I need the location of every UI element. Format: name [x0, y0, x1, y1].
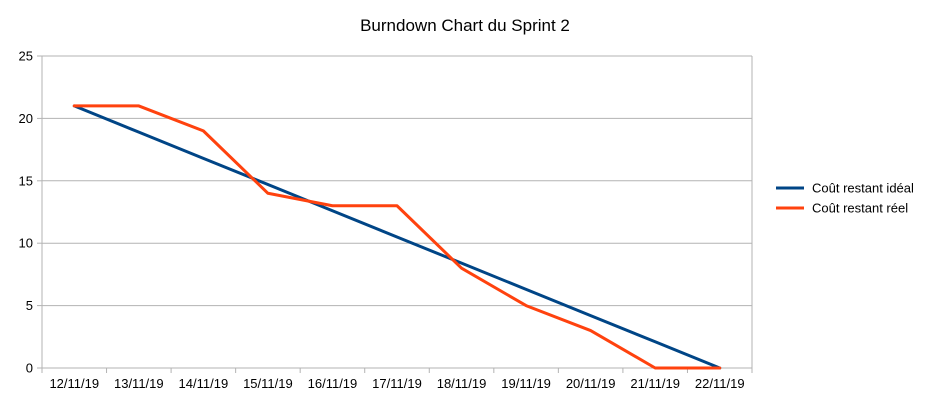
y-tick-label: 20: [19, 111, 33, 126]
x-tick-label: 14/11/19: [179, 376, 229, 391]
series-line-ideal: [72, 104, 722, 370]
legend-label: Coût restant réel: [812, 201, 908, 216]
x-tick-label: 20/11/19: [566, 376, 616, 391]
x-tick-label: 22/11/19: [695, 376, 745, 391]
legend: Coût restant idéal Coût restant réel: [776, 181, 914, 216]
x-tick-label: 17/11/19: [372, 376, 422, 391]
series-line-actual: [72, 104, 722, 370]
chart-title: Burndown Chart du Sprint 2: [360, 16, 570, 35]
y-tick-label: 5: [26, 298, 33, 313]
x-tick-label: 16/11/19: [308, 376, 358, 391]
x-tick-label: 12/11/19: [49, 376, 99, 391]
x-tick-label: 18/11/19: [437, 376, 487, 391]
y-tick-label: 10: [19, 236, 33, 251]
axis-layer: 0 5 10 15 20 25 12/11/19 13/11/19 14/11/19 15/11/…: [19, 49, 753, 391]
x-tick-label: 15/11/19: [243, 376, 293, 391]
grid-layer: [42, 55, 752, 369]
y-tick-label: 25: [19, 49, 33, 64]
legend-label: Coût restant idéal: [812, 181, 914, 196]
y-tick-label: 15: [19, 173, 33, 188]
x-tick-label: 21/11/19: [630, 376, 680, 391]
x-tick-label: 13/11/19: [114, 376, 164, 391]
series-layer: [72, 104, 722, 370]
y-tick-label: 0: [26, 361, 33, 376]
x-tick-label: 19/11/19: [501, 376, 551, 391]
